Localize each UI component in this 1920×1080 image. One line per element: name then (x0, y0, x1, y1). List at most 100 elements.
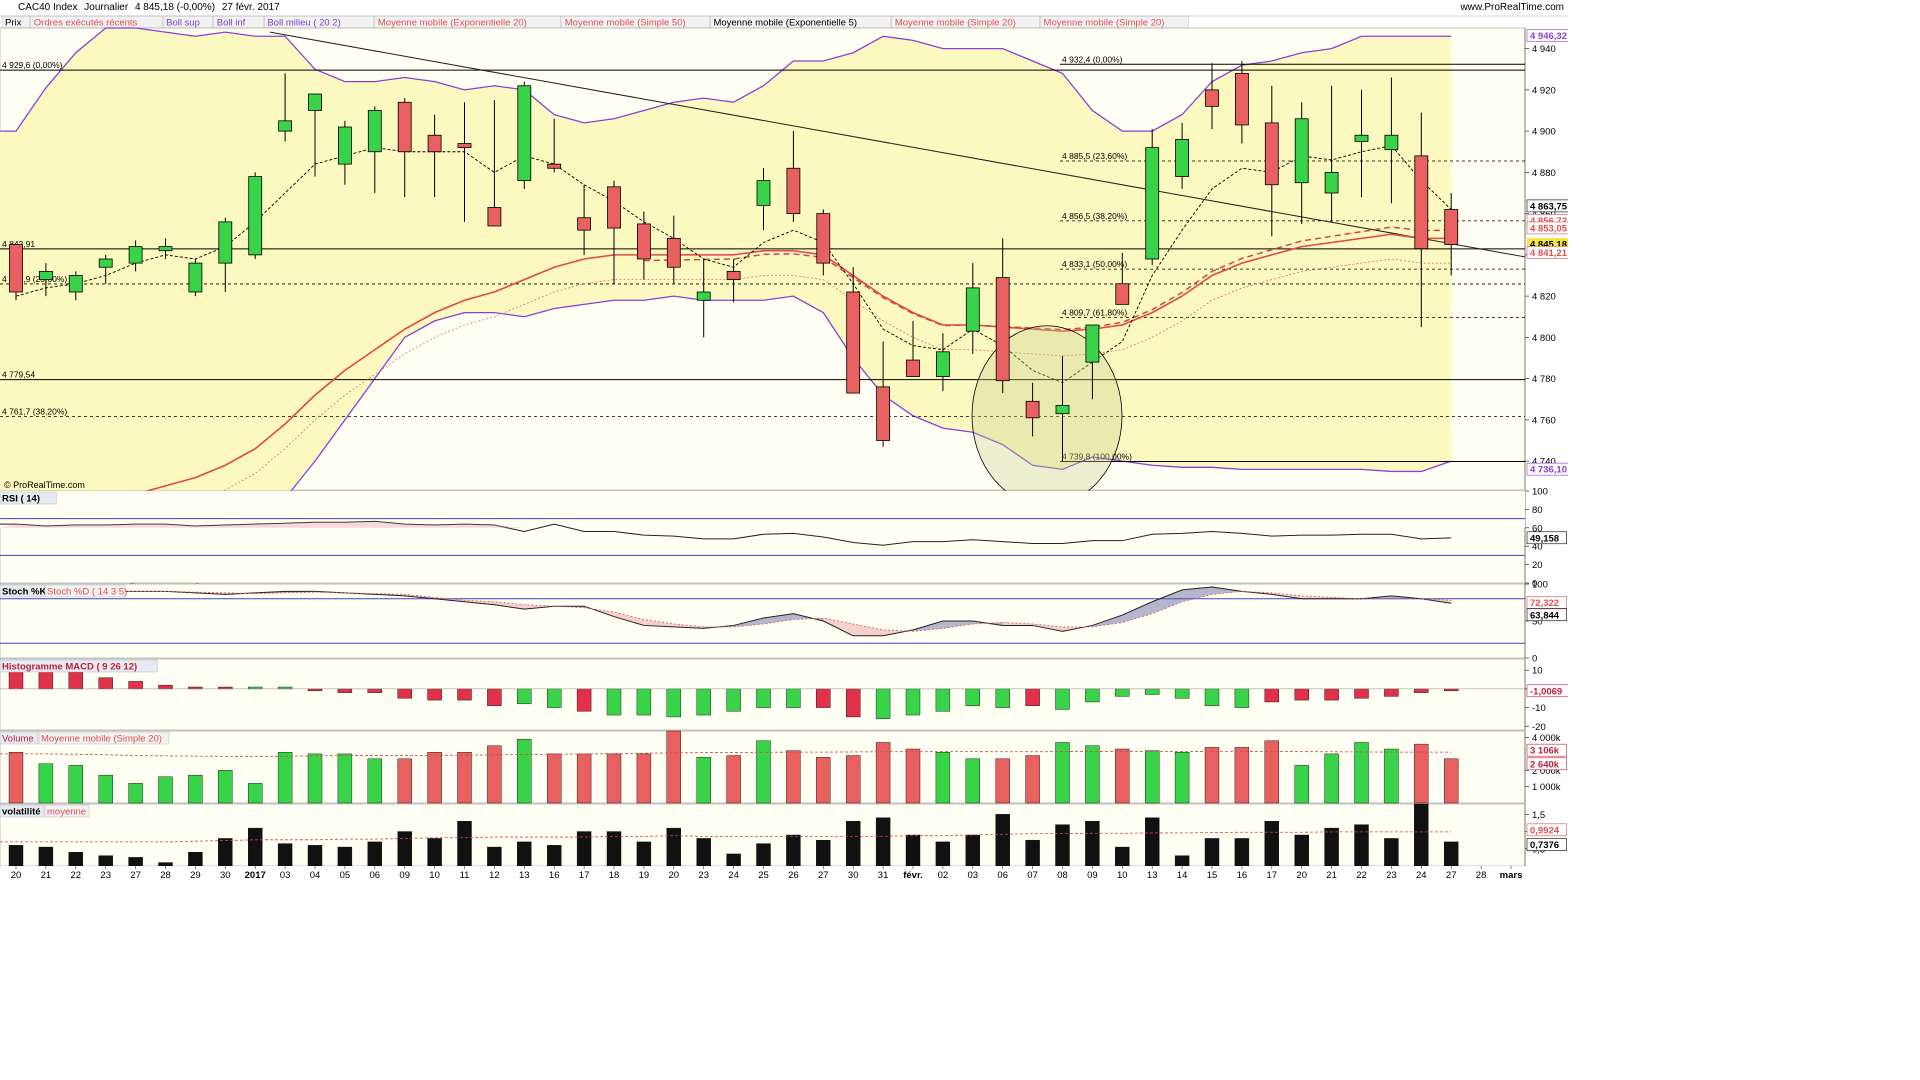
tick-label-rsi: 60 (1532, 523, 1543, 534)
period-label[interactable]: Journalier (84, 2, 129, 13)
candle-body[interactable] (1384, 134, 1399, 151)
value-label: 4 856,72 (1530, 216, 1567, 227)
chart-header: CAC40 Index Journalier 4 845,18 (-0,00%)… (0, 0, 1568, 16)
value-label: 63,844 (1530, 610, 1560, 621)
volatility-bar (98, 855, 113, 867)
macd-bar (218, 686, 233, 690)
candle-body[interactable] (1055, 405, 1070, 415)
candle-body[interactable] (637, 223, 651, 260)
x-tick-label: 23 (1386, 870, 1397, 881)
highlight-circle (971, 325, 1123, 507)
volume-bar (905, 748, 921, 804)
candle-body[interactable] (1025, 400, 1040, 419)
candle-body[interactable] (1444, 209, 1459, 245)
legend-item-2[interactable]: Boll sup (166, 18, 200, 29)
candle-body[interactable] (9, 244, 23, 293)
volume-ma-title: Moyenne mobile (Simple 20) (41, 734, 162, 745)
volume-bar (218, 770, 233, 804)
candle-body[interactable] (397, 101, 412, 153)
legend-item-5[interactable]: Moyenne mobile (Exponentielle 20) (378, 18, 527, 29)
candle-body[interactable] (337, 126, 352, 165)
volatility-bar (1443, 841, 1459, 867)
volatility-bar (158, 862, 173, 867)
legend-item-1[interactable]: Ordres exécutés récents (34, 18, 138, 29)
legend-item-4[interactable]: Boll milieu ( 20 2) (267, 18, 340, 29)
candle-body[interactable] (756, 180, 771, 206)
candle-body[interactable] (906, 359, 920, 377)
volume-bar (427, 752, 442, 804)
candle-body[interactable] (786, 167, 801, 215)
candle-body[interactable] (726, 270, 741, 281)
candle-body[interactable] (98, 258, 113, 268)
candle-body[interactable] (1264, 122, 1279, 186)
macd-bar (1443, 688, 1459, 691)
volume-bar (1085, 745, 1100, 804)
candle-body[interactable] (965, 287, 980, 332)
volume-bar (1354, 742, 1369, 804)
candle-body[interactable] (367, 110, 382, 153)
x-tick-label: 24 (728, 870, 739, 881)
stoch-fill (673, 623, 704, 629)
candle-body[interactable] (696, 291, 711, 301)
legend-item-6[interactable]: Moyenne mobile (Simple 50) (565, 18, 686, 29)
candle-body[interactable] (427, 134, 442, 153)
macd-bar (786, 688, 801, 708)
site-label[interactable]: www.ProRealTime.com (1460, 2, 1564, 13)
volatility-bar (965, 834, 980, 867)
candle-body[interactable] (278, 120, 293, 132)
volatility-bar (875, 817, 891, 867)
candle-body[interactable] (158, 246, 173, 252)
candle-body[interactable] (936, 351, 950, 377)
macd-bar (756, 688, 771, 708)
x-tick-label: 30 (848, 870, 859, 881)
candle-body[interactable] (68, 275, 83, 293)
legend-item-3[interactable]: Boll inf (217, 18, 246, 29)
candle-body[interactable] (577, 217, 591, 231)
legend-item-7[interactable]: Moyenne mobile (Exponentielle 5) (713, 18, 857, 29)
candle-body[interactable] (816, 213, 831, 264)
candle-body[interactable] (1235, 72, 1249, 126)
level-label: 4 825,9 (23,60%) (2, 274, 67, 284)
macd-bar (1264, 688, 1280, 703)
candle-body[interactable] (607, 186, 621, 229)
candle-body[interactable] (517, 85, 532, 182)
candle-body[interactable] (39, 270, 53, 281)
candle-body[interactable] (876, 386, 890, 441)
candle-body[interactable] (308, 93, 322, 111)
candle-body[interactable] (218, 221, 233, 264)
chart-svg[interactable]: Prix Ordres exécutés récents Boll sup Boll … (0, 0, 1568, 882)
legend-item-0[interactable]: Prix (5, 18, 22, 29)
candle-body[interactable] (188, 262, 203, 293)
candle-body[interactable] (1115, 283, 1130, 305)
candle-body[interactable] (1205, 89, 1219, 107)
candle-body[interactable] (666, 237, 681, 268)
candle-body[interactable] (1324, 171, 1339, 194)
candle-body[interactable] (547, 163, 562, 169)
candle-body[interactable] (846, 291, 861, 394)
volatility-bar (636, 841, 652, 867)
x-tick-label: 27 (130, 870, 141, 881)
candle-body[interactable] (128, 246, 143, 264)
candle-body[interactable] (248, 176, 263, 256)
candle-body[interactable] (487, 207, 502, 227)
legend-item-8[interactable]: Moyenne mobile (Simple 20) (895, 18, 1016, 29)
candle-body[interactable] (1145, 147, 1160, 260)
candle-body[interactable] (1414, 155, 1429, 250)
stoch-fill (942, 621, 973, 629)
candle-body[interactable] (1294, 118, 1309, 184)
candle-body[interactable] (995, 277, 1010, 382)
instrument-name[interactable]: CAC40 Index (18, 2, 78, 13)
tick-label-price: 4 880 (1532, 168, 1556, 179)
volatility-bar (726, 853, 741, 867)
candle-body[interactable] (1354, 134, 1369, 142)
macd-bar (1414, 688, 1429, 693)
candle-body[interactable] (1175, 138, 1189, 177)
candle-body[interactable] (1085, 324, 1100, 363)
stoch-title-d-box (44, 584, 126, 598)
legend-item-9[interactable]: Moyenne mobile (Simple 20) (1044, 18, 1165, 29)
volatility-bar (995, 814, 1010, 867)
volume-bar (68, 765, 84, 804)
volume-bar (487, 745, 502, 804)
value-label: 4 853,05 (1530, 223, 1568, 234)
candle-body[interactable] (457, 143, 472, 149)
